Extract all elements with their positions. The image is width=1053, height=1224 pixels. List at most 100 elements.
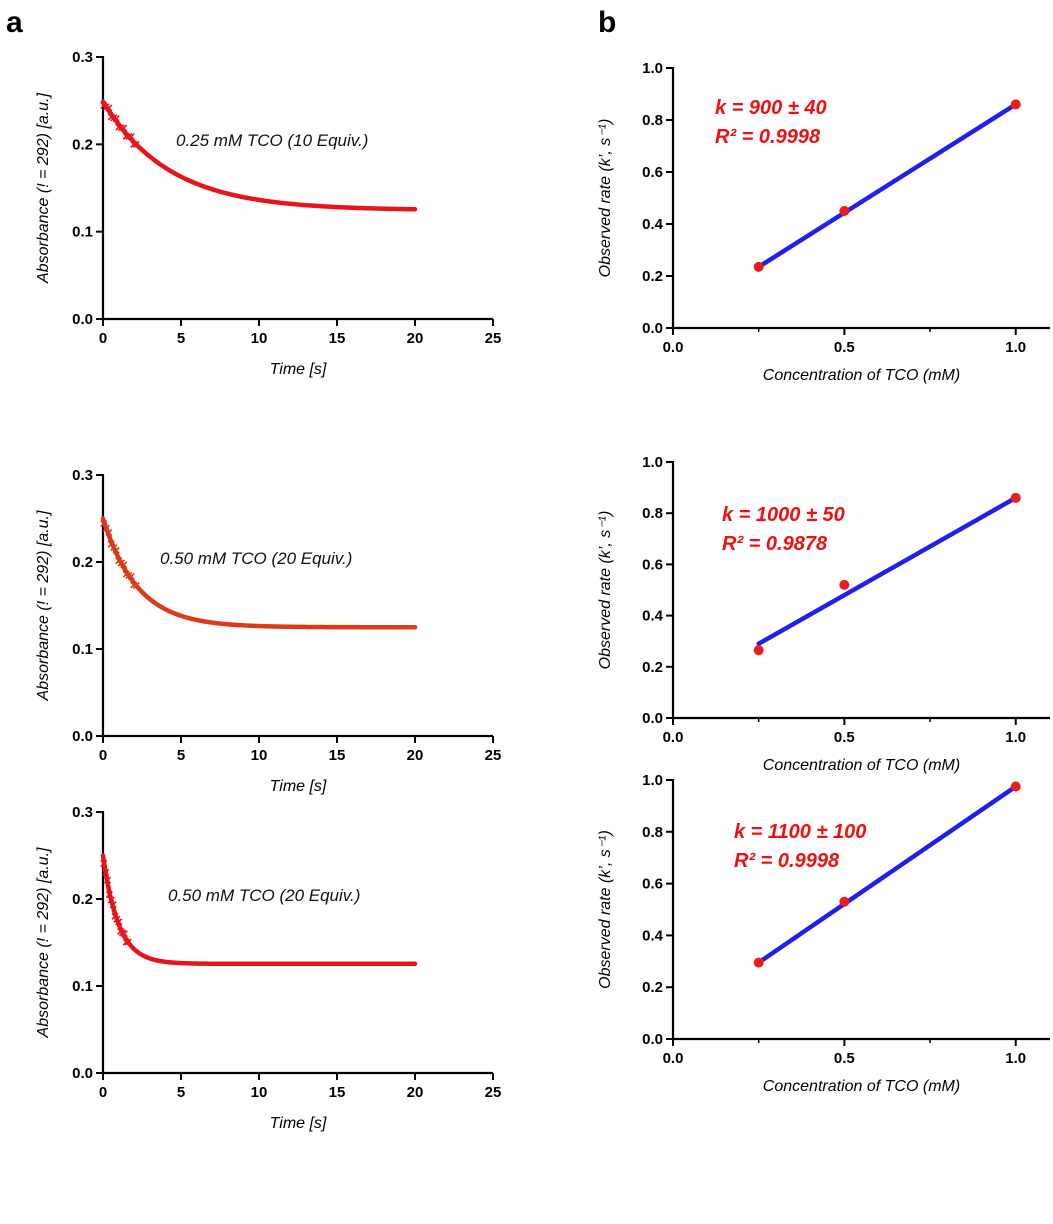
r-squared-annotation: R² = 0.9878 bbox=[722, 533, 828, 555]
y-tick-label: 1.0 bbox=[642, 60, 663, 77]
y-tick-label: 0.0 bbox=[642, 320, 663, 337]
x-tick-label: 5 bbox=[177, 330, 185, 347]
y-tick-label: 0.8 bbox=[642, 824, 663, 841]
y-tick-label: 0.0 bbox=[72, 311, 93, 328]
x-axis-title: Time [s] bbox=[270, 361, 327, 378]
y-tick-label: 0.8 bbox=[642, 505, 663, 522]
x-tick-label: 15 bbox=[329, 330, 346, 347]
rate-constant-annotation: k = 1000 ± 50 bbox=[722, 504, 845, 526]
y-tick-label: 0.1 bbox=[72, 978, 93, 995]
y-tick-label: 1.0 bbox=[642, 454, 663, 471]
y-tick-label: 0.2 bbox=[642, 979, 663, 996]
y-tick-label: 0.3 bbox=[72, 467, 93, 484]
data-marker bbox=[100, 519, 108, 528]
data-point bbox=[839, 896, 850, 907]
chart-1: 0 5 10 15 20 25 0.0 0.1 0.2 0.3 Time [s] Absorbance… bbox=[35, 49, 501, 378]
x-axis-title: Concentration of TCO (mM) bbox=[763, 757, 960, 774]
x-tick-label: 0.0 bbox=[663, 1050, 684, 1067]
fit-line bbox=[756, 784, 1018, 965]
condition-annotation: 0.25 mM TCO (10 Equiv.) bbox=[176, 131, 368, 150]
y-tick-label: 0.2 bbox=[642, 659, 663, 676]
y-tick-label: 0.0 bbox=[642, 1031, 663, 1048]
y-tick-label: 0.4 bbox=[642, 216, 664, 233]
y-tick-label: 0.6 bbox=[642, 164, 663, 181]
y-tick-label: 1.0 bbox=[642, 772, 663, 789]
x-axis-title: Time [s] bbox=[270, 1115, 327, 1132]
data-marker bbox=[132, 140, 140, 148]
data-point bbox=[1010, 492, 1021, 503]
y-tick-label: 0.2 bbox=[72, 136, 93, 153]
x-tick-label: 25 bbox=[485, 1084, 502, 1101]
y-tick-label: 0.0 bbox=[72, 1065, 93, 1082]
x-tick-label: 20 bbox=[407, 1084, 424, 1101]
data-marker bbox=[130, 140, 138, 149]
data-marker bbox=[120, 930, 128, 938]
data-marker bbox=[103, 876, 112, 884]
x-tick-label: 5 bbox=[177, 747, 185, 764]
y-tick-label: 0.6 bbox=[642, 876, 663, 893]
y-tick-label: 0.2 bbox=[72, 891, 93, 908]
y-tick-label: 0.4 bbox=[642, 608, 664, 625]
decay-trace bbox=[100, 516, 418, 630]
data-marker bbox=[105, 529, 113, 537]
x-tick-label: 0.0 bbox=[663, 729, 684, 746]
y-tick-label: 0.6 bbox=[642, 556, 663, 573]
data-marker bbox=[132, 581, 140, 590]
x-tick-label: 10 bbox=[251, 330, 268, 347]
y-tick-label: 0.3 bbox=[72, 49, 93, 66]
data-marker bbox=[122, 938, 130, 946]
x-tick-label: 15 bbox=[329, 747, 346, 764]
condition-annotation: 0.50 mM TCO (20 Equiv.) bbox=[160, 549, 352, 568]
y-tick-label: 0.0 bbox=[642, 710, 663, 727]
y-tick-label: 0.8 bbox=[642, 112, 663, 129]
data-point bbox=[839, 206, 850, 216]
x-tick-label: 0.5 bbox=[834, 339, 855, 356]
data-point bbox=[1010, 99, 1021, 110]
data-marker bbox=[109, 901, 117, 909]
y-axis-title: Observed rate (k’, s⁻¹) bbox=[597, 119, 614, 278]
data-marker bbox=[120, 561, 128, 569]
x-tick-label: 0.0 bbox=[663, 339, 684, 356]
x-tick-label: 5 bbox=[177, 1084, 185, 1101]
data-marker bbox=[107, 896, 115, 904]
y-axis-title: Absorbance (! = 292) [a.u.] bbox=[35, 847, 52, 1038]
decay-trace bbox=[100, 99, 418, 212]
data-marker bbox=[100, 859, 108, 867]
x-tick-label: 0 bbox=[99, 330, 107, 347]
charts-layer: 0 5 10 15 20 25 0.0 0.1 0.2 0.3 Time [s] Absorbance… bbox=[35, 49, 1050, 1132]
x-tick-label: 25 bbox=[485, 747, 502, 764]
x-tick-label: 1.0 bbox=[1005, 729, 1026, 746]
x-tick-label: 0 bbox=[99, 1084, 107, 1101]
rate-constant-annotation: k = 1100 ± 100 bbox=[734, 821, 866, 843]
y-axis-title: Observed rate (k’, s⁻¹) bbox=[597, 830, 614, 989]
x-tick-label: 20 bbox=[407, 330, 424, 347]
chart-5: 0.0 0.5 1.0 0.0 0.2 0.4 0.6 0.8 1.0 Concentration… bbox=[597, 454, 1050, 774]
x-tick-label: 0 bbox=[99, 747, 107, 764]
data-marker bbox=[127, 133, 135, 141]
rate-constant-annotation: k = 900 ± 40 bbox=[715, 97, 827, 119]
y-tick-label: 0.2 bbox=[72, 554, 93, 571]
panel-letter-b: b bbox=[598, 6, 616, 39]
y-tick-label: 0.0 bbox=[72, 728, 93, 745]
x-axis-title: Concentration of TCO (mM) bbox=[763, 367, 960, 384]
y-tick-label: 0.2 bbox=[642, 268, 663, 285]
data-point bbox=[753, 261, 764, 272]
data-point bbox=[1010, 781, 1021, 792]
y-tick-label: 0.4 bbox=[642, 927, 664, 944]
data-marker bbox=[115, 918, 123, 926]
y-tick-label: 0.1 bbox=[72, 224, 93, 241]
data-marker bbox=[112, 115, 120, 123]
x-tick-label: 0.5 bbox=[834, 729, 855, 746]
data-marker bbox=[105, 890, 113, 899]
x-tick-label: 20 bbox=[407, 747, 424, 764]
panel-letter-a: a bbox=[6, 6, 23, 39]
x-axis-title: Time [s] bbox=[270, 778, 327, 795]
r-squared-annotation: R² = 0.9998 bbox=[715, 126, 821, 148]
x-tick-label: 10 bbox=[251, 1084, 268, 1101]
y-axis-title: Absorbance (! = 292) [a.u.] bbox=[35, 510, 52, 701]
x-axis-title: Concentration of TCO (mM) bbox=[763, 1078, 960, 1095]
x-tick-label: 15 bbox=[329, 1084, 346, 1101]
r-squared-annotation: R² = 0.9998 bbox=[734, 850, 840, 872]
data-marker bbox=[112, 546, 120, 555]
